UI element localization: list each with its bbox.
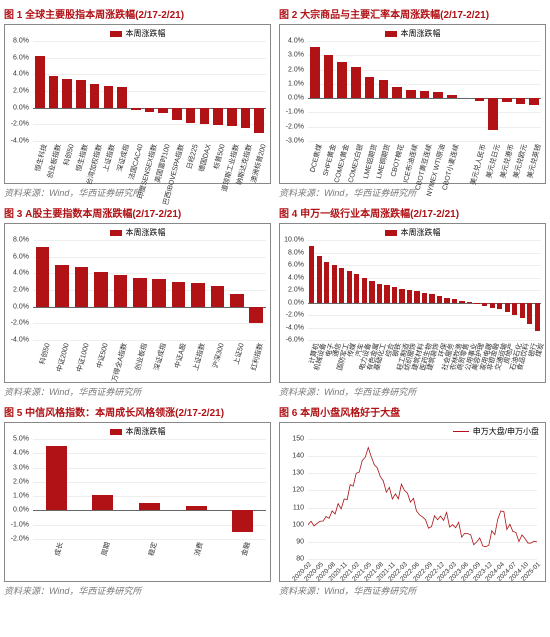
chart-1: 本周涨跌幅-4.0%-2.0%0.0%2.0%4.0%6.0%8.0%恒生科技创… — [4, 24, 271, 184]
source-text: 资料来源：Wind，华西证券研究所 — [4, 383, 271, 398]
chart-title: 图 3 A股主要指数本周涨跌幅(2/17-2/21) — [4, 203, 271, 223]
source-text: 资料来源：Wind，华西证券研究所 — [279, 582, 546, 597]
chart-title: 图 1 全球主要股指本周涨跌幅(2/17-2/21) — [4, 4, 271, 24]
chart-title: 图 6 本周小盘风格好于大盘 — [279, 402, 546, 422]
source-text: 资料来源：Wind，华西证券研究所 — [4, 582, 271, 597]
panel-1: 图 1 全球主要股指本周涨跌幅(2/17-2/21) 本周涨跌幅-4.0%-2.… — [4, 4, 271, 199]
panel-3: 图 3 A股主要指数本周涨跌幅(2/17-2/21) 本周涨跌幅-4.0%-2.… — [4, 203, 271, 398]
panel-4: 图 4 申万一级行业本周涨跌幅(2/17-2/21) 本周涨跌幅-6.0%-4.… — [279, 203, 546, 398]
chart-5: 本周涨跌幅-2.0%-1.0%0.0%1.0%2.0%3.0%4.0%5.0%成… — [4, 422, 271, 582]
panel-6: 图 6 本周小盘风格好于大盘 申万大盘/申万小盘8090100110120130… — [279, 402, 546, 597]
chart-4: 本周涨跌幅-6.0%-4.0%-2.0%0.0%2.0%4.0%6.0%8.0%… — [279, 223, 546, 383]
panel-5: 图 5 中信风格指数：本周成长风格领涨(2/17-2/21) 本周涨跌幅-2.0… — [4, 402, 271, 597]
chart-title: 图 5 中信风格指数：本周成长风格领涨(2/17-2/21) — [4, 402, 271, 422]
panel-2: 图 2 大宗商品与主要汇率本周涨跌幅(2/17-2/21) 本周涨跌幅-3.0%… — [279, 4, 546, 199]
chart-title: 图 2 大宗商品与主要汇率本周涨跌幅(2/17-2/21) — [279, 4, 546, 24]
source-text: 资料来源：Wind，华西证券研究所 — [279, 383, 546, 398]
chart-grid: 图 1 全球主要股指本周涨跌幅(2/17-2/21) 本周涨跌幅-4.0%-2.… — [0, 0, 550, 601]
chart-3: 本周涨跌幅-4.0%-2.0%0.0%2.0%4.0%6.0%8.0%科创50中… — [4, 223, 271, 383]
chart-2: 本周涨跌幅-3.0%-2.0%-1.0%0.0%1.0%2.0%3.0%4.0%… — [279, 24, 546, 184]
chart-title: 图 4 申万一级行业本周涨跌幅(2/17-2/21) — [279, 203, 546, 223]
chart-6: 申万大盘/申万小盘80901001101201301401502020-0220… — [279, 422, 546, 582]
